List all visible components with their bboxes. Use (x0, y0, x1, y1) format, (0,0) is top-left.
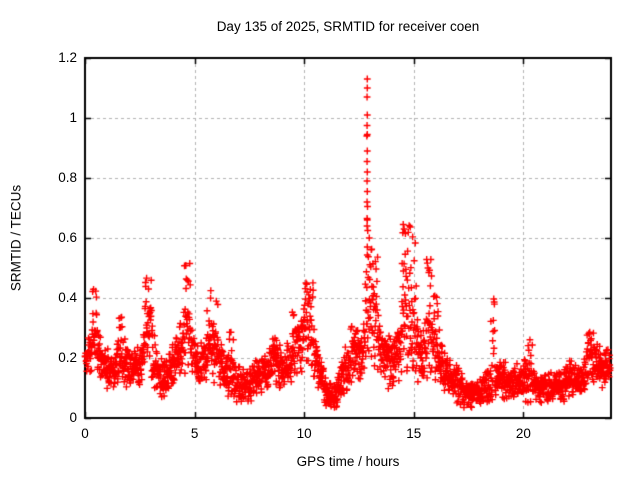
x-tick-label: 20 (515, 426, 531, 441)
y-tick-label: 0.6 (58, 230, 77, 245)
x-tick-label: 10 (296, 426, 312, 441)
y-tick-label: 0 (69, 410, 77, 425)
chart-title: Day 135 of 2025, SRMTID for receiver coe… (216, 19, 480, 34)
x-tick-label: 0 (81, 426, 89, 441)
y-tick-label: 0.8 (58, 170, 77, 185)
y-tick-label: 1.2 (58, 50, 77, 65)
x-axis-title: GPS time / hours (296, 454, 400, 469)
y-tick-label: 0.2 (58, 350, 77, 365)
x-tick-label: 15 (406, 426, 422, 441)
y-tick-label: 1 (69, 110, 77, 125)
y-axis-title: SRMTID / TECUs (8, 184, 24, 292)
y-tick-label: 0.4 (58, 290, 77, 305)
x-tick-label: 5 (190, 426, 199, 441)
